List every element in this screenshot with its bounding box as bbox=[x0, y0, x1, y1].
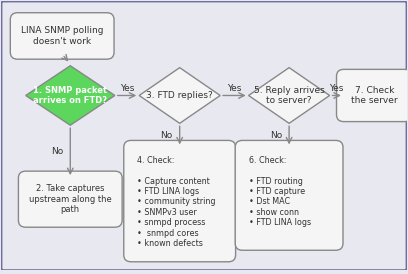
Text: 1. SNMP packet
arrives on FTD?: 1. SNMP packet arrives on FTD? bbox=[33, 86, 107, 105]
Text: No: No bbox=[51, 147, 63, 156]
Text: 6. Check:

• FTD routing
• FTD capture
• Dst MAC
• show conn
• FTD LINA logs: 6. Check: • FTD routing • FTD capture • … bbox=[248, 156, 311, 227]
Text: No: No bbox=[161, 131, 173, 140]
Polygon shape bbox=[26, 66, 115, 125]
Text: Yes: Yes bbox=[330, 84, 344, 93]
FancyBboxPatch shape bbox=[235, 140, 343, 250]
Text: 3. FTD replies?: 3. FTD replies? bbox=[146, 91, 213, 100]
Text: Yes: Yes bbox=[227, 84, 242, 93]
Polygon shape bbox=[139, 68, 220, 123]
Text: 4. Check:

• Capture content
• FTD LINA logs
• community string
• SNMPv3 user
• : 4. Check: • Capture content • FTD LINA l… bbox=[137, 156, 216, 248]
Text: Yes: Yes bbox=[120, 84, 134, 93]
Text: LINA SNMP polling
doesn't work: LINA SNMP polling doesn't work bbox=[21, 26, 103, 46]
Text: 5. Reply arrives
to server?: 5. Reply arrives to server? bbox=[254, 86, 324, 105]
FancyBboxPatch shape bbox=[124, 140, 235, 262]
FancyBboxPatch shape bbox=[337, 69, 408, 122]
FancyBboxPatch shape bbox=[18, 171, 122, 227]
Text: 2. Take captures
upstream along the
path: 2. Take captures upstream along the path bbox=[29, 184, 112, 214]
FancyBboxPatch shape bbox=[10, 13, 114, 59]
Polygon shape bbox=[248, 68, 330, 123]
Text: No: No bbox=[270, 131, 282, 140]
Text: 7. Check
the server: 7. Check the server bbox=[351, 86, 397, 105]
